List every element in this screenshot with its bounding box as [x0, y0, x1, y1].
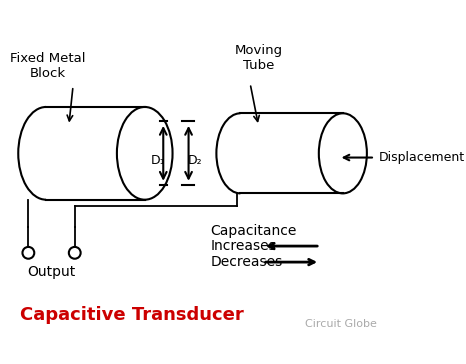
Text: Capacitance: Capacitance [211, 224, 297, 238]
Text: Moving
Tube: Moving Tube [234, 44, 282, 72]
Text: Capacitive Transducer: Capacitive Transducer [20, 306, 244, 324]
Text: Circuit Globe: Circuit Globe [305, 318, 377, 329]
Text: Output: Output [27, 265, 75, 280]
Ellipse shape [319, 113, 367, 193]
Text: Decreases: Decreases [211, 255, 283, 269]
Text: Fixed Metal
Block: Fixed Metal Block [10, 52, 85, 80]
Bar [46, 107, 145, 200]
Text: D₂: D₂ [188, 154, 203, 167]
Ellipse shape [18, 107, 74, 200]
Text: D₁: D₁ [151, 154, 165, 167]
Text: Increases: Increases [211, 239, 276, 253]
Bar [240, 113, 343, 193]
Ellipse shape [117, 107, 172, 200]
Ellipse shape [216, 113, 264, 193]
Text: Displacement: Displacement [378, 151, 465, 164]
